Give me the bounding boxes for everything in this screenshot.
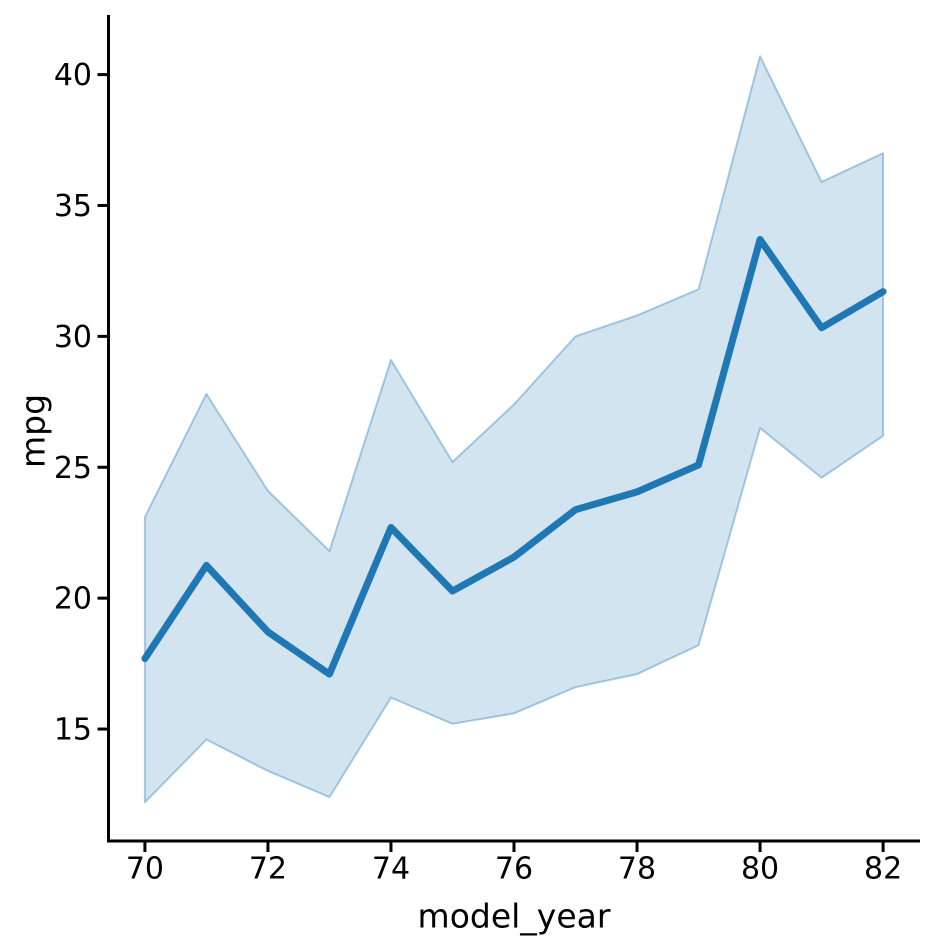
y-tick-label: 40 — [54, 58, 92, 93]
y-ticks-group: 15 20 25 30 35 40 — [54, 58, 107, 748]
x-tick-label: 80 — [741, 852, 779, 887]
x-axis-label: model_year — [418, 897, 611, 936]
x-tick-label: 76 — [495, 852, 533, 887]
confidence-band-group — [143, 55, 885, 804]
y-axis-label: mpg — [14, 394, 53, 468]
x-tick-label: 78 — [618, 852, 656, 887]
y-tick-label: 30 — [54, 320, 92, 355]
x-tick-label: 82 — [864, 852, 902, 887]
mean-line — [141, 236, 887, 678]
y-tick-label: 20 — [54, 582, 92, 617]
mean-line-group — [141, 236, 887, 678]
axes-spines-group — [107, 15, 920, 843]
x-tick-label: 74 — [372, 852, 410, 887]
x-tick-label: 72 — [249, 852, 287, 887]
confidence-band — [143, 55, 885, 804]
x-tick-label: 70 — [126, 852, 164, 887]
y-tick-label: 25 — [54, 451, 92, 486]
y-tick-label: 35 — [54, 189, 92, 224]
x-ticks-group: 70 72 74 76 78 80 82 — [126, 842, 902, 887]
y-tick-label: 15 — [54, 713, 92, 748]
